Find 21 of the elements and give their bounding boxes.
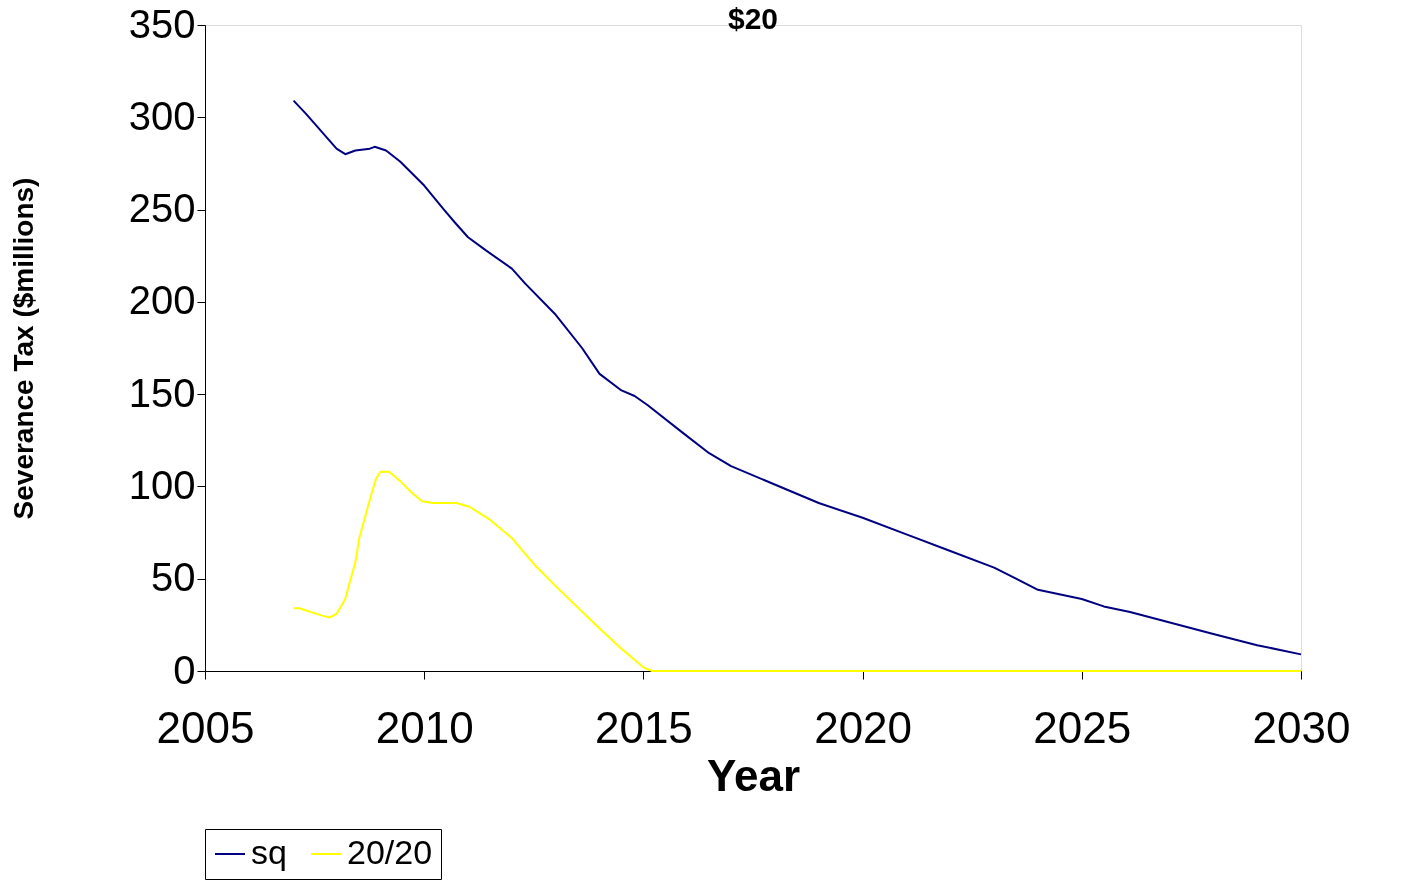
line-series xyxy=(292,99,1302,656)
x-tick-label: 2020 xyxy=(814,702,913,752)
x-tick-label: 2005 xyxy=(156,702,255,752)
x-tick-label: 2025 xyxy=(1033,702,1132,752)
y-tick-label: 0 xyxy=(173,647,196,692)
y-tick-label: 350 xyxy=(128,1,196,46)
x-tick-label: 2010 xyxy=(375,702,474,752)
y-tick-label: 200 xyxy=(128,278,196,323)
line-series xyxy=(292,470,1302,672)
y-tick-label: 100 xyxy=(128,462,196,507)
y-tick-label: 50 xyxy=(151,555,196,600)
y-tick-label: 300 xyxy=(128,93,196,138)
legend-label: sq xyxy=(251,833,287,871)
legend-label: 20/20 xyxy=(347,833,433,871)
y-axis-title: Severance Tax ($millions) xyxy=(7,177,39,520)
x-tick-label: 2030 xyxy=(1252,702,1351,752)
y-tick-label: 150 xyxy=(128,370,196,415)
y-tick-label: 250 xyxy=(128,186,196,231)
chart-title: $20 xyxy=(727,2,779,35)
x-axis-title: Year xyxy=(707,750,800,800)
x-tick-label: 2015 xyxy=(594,702,693,752)
